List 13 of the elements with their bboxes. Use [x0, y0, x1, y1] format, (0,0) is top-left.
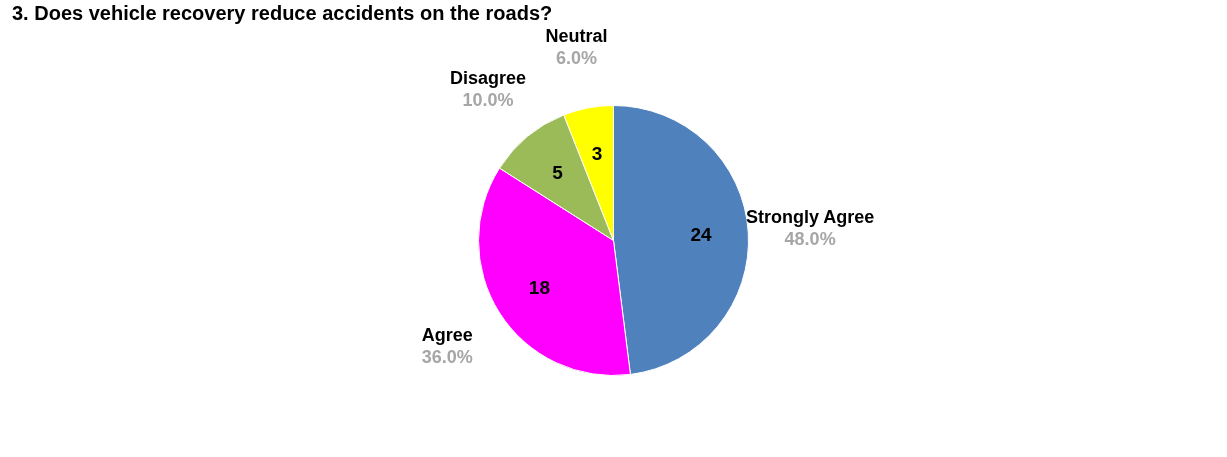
- data-label: 18: [528, 276, 550, 298]
- text: 6.0%: [556, 47, 598, 68]
- text: 36.0%: [421, 347, 473, 368]
- slice-label: Agree: [421, 325, 473, 346]
- text: 10.0%: [462, 89, 514, 110]
- slice-label: Neutral: [545, 25, 608, 46]
- chart-title: 3. Does vehicle recovery reduce accidents on the roads?: [12, 1, 553, 24]
- data-label: 3: [591, 143, 603, 165]
- data-label: 5: [552, 161, 564, 183]
- data-label: 24: [690, 223, 713, 245]
- text: 48.0%: [784, 229, 836, 250]
- slice-label: Disagree: [449, 67, 526, 88]
- slice-label: Strongly Agree: [745, 207, 875, 228]
